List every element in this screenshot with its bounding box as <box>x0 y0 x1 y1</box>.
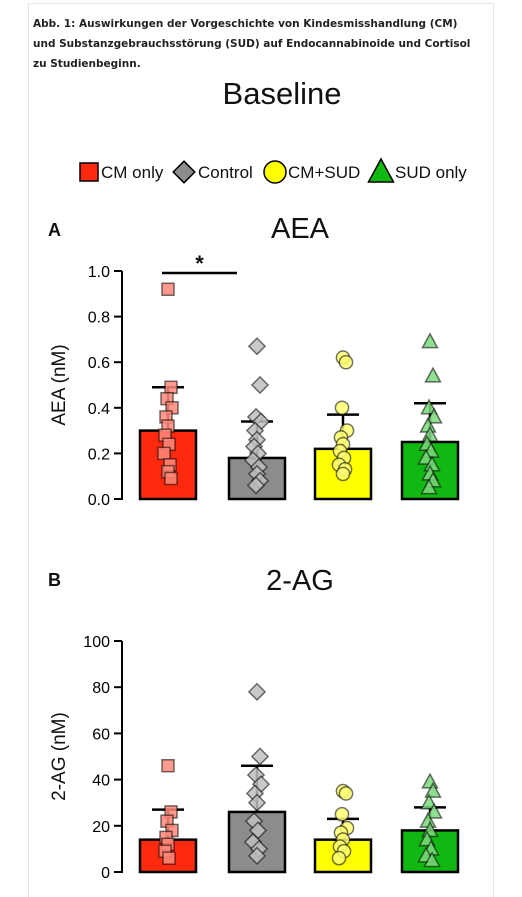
data-point <box>331 850 347 866</box>
data-point <box>334 806 350 822</box>
legend-marker-circle <box>263 160 287 184</box>
data-point <box>335 466 351 482</box>
y-axis-label: 2-AG (nM) <box>49 712 70 801</box>
significance-marker: * <box>195 251 204 276</box>
panel-label: A <box>48 220 61 240</box>
legend-label: SUD only <box>395 163 467 182</box>
panel-title: AEA <box>271 213 330 245</box>
data-point <box>157 446 171 461</box>
data-point <box>247 337 267 356</box>
panel-2ag: B 2-AG 2-AG (nM) 0 20 40 60 80 100 <box>48 565 460 882</box>
panel-label: B <box>48 570 61 590</box>
data-point <box>247 682 267 701</box>
data-point <box>424 781 442 798</box>
data-point <box>161 758 175 773</box>
panel-title: 2-AG <box>266 565 334 597</box>
data-point <box>423 851 441 868</box>
data-point <box>425 407 443 424</box>
y-axis-label: AEA (nM) <box>49 344 70 425</box>
y-tick-label: 40 <box>92 773 110 790</box>
data-point <box>161 282 175 296</box>
data-point <box>421 332 439 349</box>
y-tick-label: 0.8 <box>88 310 110 327</box>
figure-caption: Abb. 1: Auswirkungen der Vorgeschichte v… <box>33 18 471 70</box>
legend-label: CM+SUD <box>288 163 360 182</box>
data-point <box>250 747 270 766</box>
chart-title: Baseline <box>223 76 342 111</box>
data-point <box>164 380 178 395</box>
data-point <box>247 846 267 865</box>
data-point <box>420 478 438 495</box>
y-tick-label: 0.0 <box>88 492 110 509</box>
legend: CM only Control CM+SUD SUD only <box>79 157 467 184</box>
y-tick-label: 1.0 <box>88 264 110 281</box>
data-point <box>338 786 354 801</box>
y-tick-label: 0 <box>101 865 110 882</box>
data-point <box>164 471 178 486</box>
data-point <box>250 375 270 395</box>
y-tick-label: 0.4 <box>88 401 110 418</box>
y-tick-label: 20 <box>92 819 110 836</box>
y-tick-label: 0.6 <box>88 355 110 372</box>
panel-aea: A AEA AEA (nM) 0.0 0.2 0.4 0.6 0.8 1.0 * <box>48 213 460 509</box>
y-tick-label: 60 <box>92 726 110 743</box>
legend-label: Control <box>198 163 253 182</box>
legend-marker-square <box>79 162 99 182</box>
data-point <box>162 851 176 865</box>
data-point <box>421 772 439 789</box>
data-point <box>334 400 350 416</box>
data-point <box>425 802 443 819</box>
legend-marker-diamond <box>172 160 196 184</box>
legend-label: CM only <box>101 163 164 182</box>
y-tick-label: 100 <box>83 634 110 651</box>
y-tick-label: 0.2 <box>88 446 110 463</box>
data-point <box>424 366 442 383</box>
data-point <box>247 793 267 812</box>
y-tick-label: 80 <box>92 680 110 697</box>
data-point <box>338 354 354 370</box>
legend-marker-triangle <box>367 157 395 183</box>
data-point <box>246 476 266 495</box>
